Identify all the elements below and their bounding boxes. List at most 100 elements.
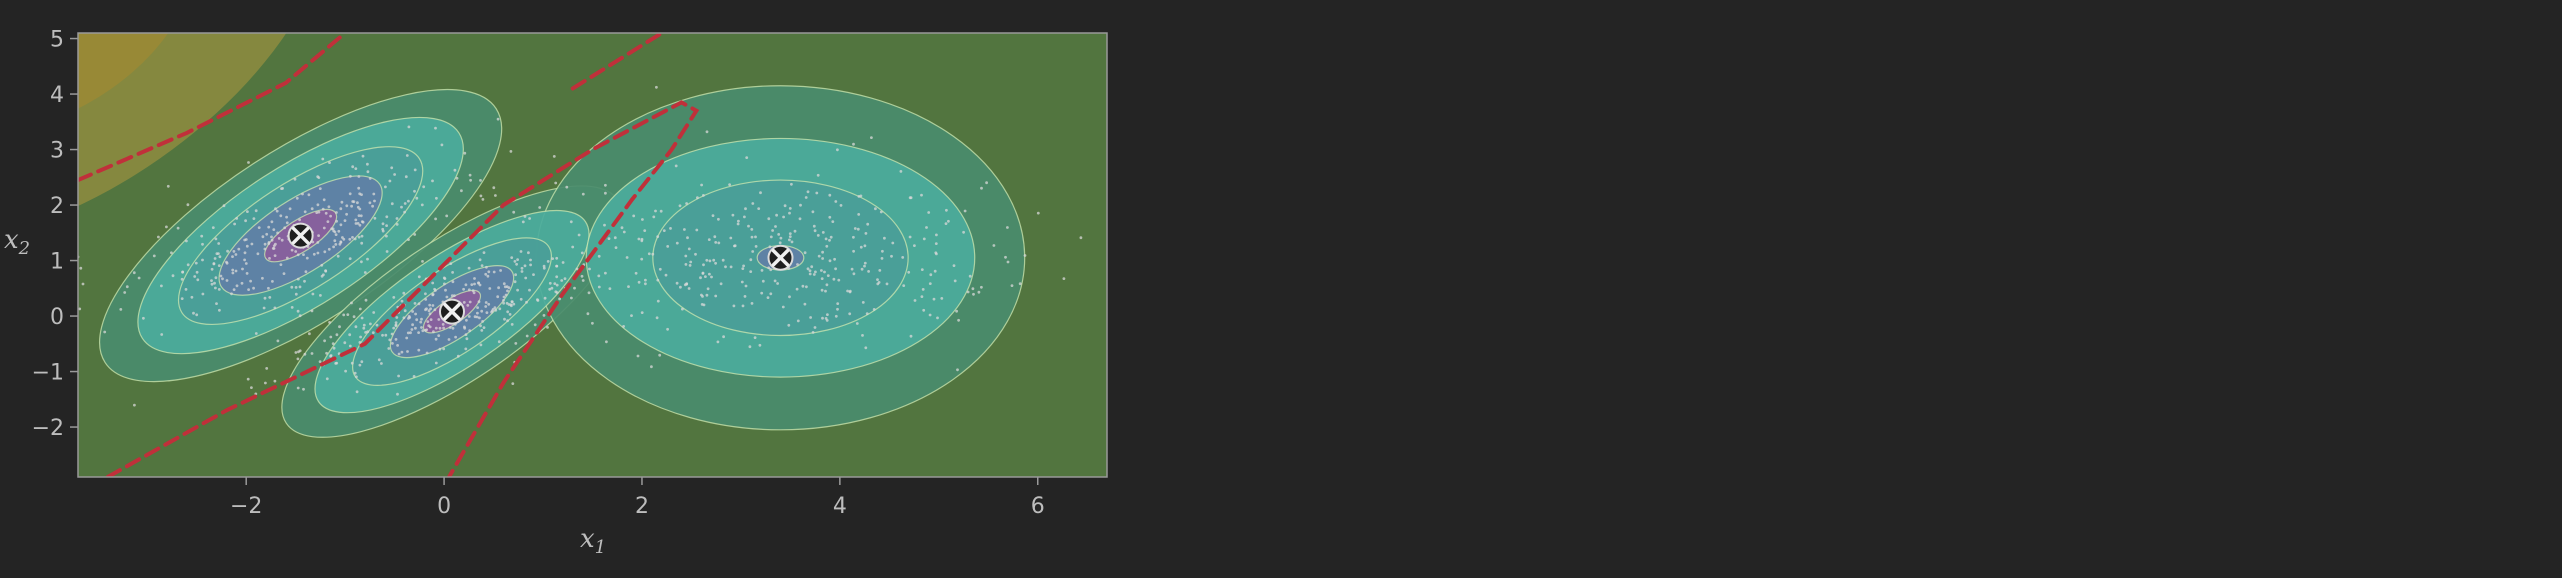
sample-point-3-252 — [826, 274, 830, 277]
sample-point-2-254 — [428, 312, 432, 316]
sample-point-3-20 — [675, 241, 679, 245]
sample-point-3-63 — [883, 236, 886, 240]
sample-point-3-104 — [750, 302, 754, 305]
sample-point-1-104 — [240, 281, 244, 285]
sample-point-2-213 — [560, 279, 564, 282]
sample-point-3-122 — [779, 236, 783, 240]
sample-point-3-318 — [644, 282, 647, 286]
sample-point-3-291 — [675, 281, 679, 285]
sample-point-2-130 — [310, 352, 314, 355]
sample-point-3-306 — [552, 155, 556, 158]
sample-point-1-176 — [200, 234, 204, 238]
sample-point-2-24 — [462, 301, 466, 304]
sample-point-3-226 — [729, 236, 733, 240]
sample-point-3-83 — [604, 191, 607, 195]
sample-point-3-206 — [821, 250, 824, 254]
sample-point-2-288 — [550, 286, 554, 290]
sample-point-3-56 — [812, 224, 816, 228]
sample-point-1-60 — [413, 233, 417, 236]
sample-point-2-42 — [429, 307, 432, 311]
sample-point-3-113 — [555, 256, 559, 260]
sample-point-3-259 — [783, 204, 787, 208]
sample-point-2-99 — [434, 326, 438, 330]
sample-point-3-273 — [754, 245, 758, 248]
sample-point-3-130 — [643, 229, 647, 233]
sample-point-1-147 — [385, 224, 388, 228]
sample-point-2-208 — [506, 289, 509, 293]
sample-point-2-64 — [478, 316, 481, 320]
sample-point-3-236 — [776, 282, 779, 285]
sample-point-2-298 — [302, 387, 305, 391]
x-tick-label: 4 — [833, 494, 847, 519]
sample-point-3-149 — [656, 299, 660, 303]
sample-point-2-240 — [380, 362, 383, 365]
sample-point-3-262 — [640, 257, 644, 261]
sample-point-2-105 — [397, 374, 400, 378]
sample-point-1-99 — [554, 181, 558, 185]
sample-point-3-176 — [813, 229, 817, 233]
sample-point-3-316 — [790, 182, 793, 186]
sample-point-3-13 — [940, 297, 944, 300]
sample-point-2-7 — [447, 338, 451, 341]
sample-point-1-240 — [351, 165, 355, 169]
sample-point-2-63 — [454, 335, 457, 339]
sample-point-1-107 — [434, 126, 437, 130]
sample-point-3-217 — [812, 273, 816, 276]
sample-point-3-244 — [804, 196, 808, 199]
sample-point-3-275 — [803, 251, 807, 255]
sample-point-1-207 — [468, 173, 472, 177]
sample-point-2-267 — [502, 282, 506, 286]
sample-point-1-64 — [366, 162, 369, 166]
sample-point-1-138 — [217, 252, 220, 256]
sample-point-2-124 — [415, 318, 419, 322]
sample-point-1-1 — [655, 85, 658, 89]
sample-point-3-77 — [863, 264, 866, 268]
sample-point-2-282 — [464, 347, 468, 351]
sample-point-3-220 — [836, 302, 840, 305]
boundary-top-left — [78, 33, 348, 183]
sample-point-1-211 — [294, 292, 298, 296]
sample-point-2-175 — [529, 258, 532, 262]
sample-point-1-24 — [157, 235, 160, 239]
sample-point-1-214 — [133, 403, 136, 407]
sample-point-2-274 — [353, 371, 357, 375]
sample-point-1-112 — [403, 202, 407, 205]
sample-point-1-198 — [298, 285, 302, 289]
sample-point-3-203 — [760, 269, 764, 272]
sample-point-2-256 — [476, 311, 479, 315]
sample-point-1-202 — [469, 178, 472, 182]
sample-point-1-314 — [373, 216, 377, 220]
sample-point-2-98 — [498, 307, 502, 311]
sample-point-1-221 — [247, 161, 250, 164]
sample-point-3-228 — [801, 284, 805, 288]
sample-point-1-102 — [381, 222, 385, 226]
sample-point-1-85 — [267, 241, 271, 244]
sample-point-2-54 — [477, 281, 480, 285]
sample-point-3-146 — [538, 206, 542, 209]
sample-point-2-200 — [472, 291, 476, 295]
sample-point-1-170 — [272, 247, 276, 250]
sample-point-2-108 — [318, 360, 322, 363]
sample-point-1-274 — [263, 242, 267, 246]
sample-point-3-9 — [808, 272, 812, 276]
sample-point-3-315 — [689, 260, 693, 264]
sample-point-3-25 — [1079, 236, 1083, 240]
sample-point-2-125 — [625, 256, 629, 259]
centroid-cluster-2 — [439, 298, 466, 325]
sample-point-1-304 — [348, 237, 352, 241]
sample-point-2-221 — [484, 305, 488, 308]
sample-point-3-310 — [980, 285, 983, 289]
sample-point-2-255 — [395, 316, 399, 319]
sample-point-3-71 — [722, 335, 725, 339]
sample-point-2-297 — [449, 262, 453, 265]
sample-point-1-265 — [244, 219, 248, 223]
sample-point-2-95 — [473, 282, 476, 286]
sample-point-3-289 — [788, 207, 792, 210]
sample-point-3-197 — [644, 278, 647, 282]
sample-point-3-100 — [687, 247, 691, 251]
sample-point-2-253 — [555, 264, 559, 268]
sample-point-2-119 — [417, 302, 421, 306]
sample-point-1-270 — [71, 284, 74, 287]
sample-point-1-228 — [421, 260, 424, 263]
sample-point-2-220 — [406, 350, 409, 353]
